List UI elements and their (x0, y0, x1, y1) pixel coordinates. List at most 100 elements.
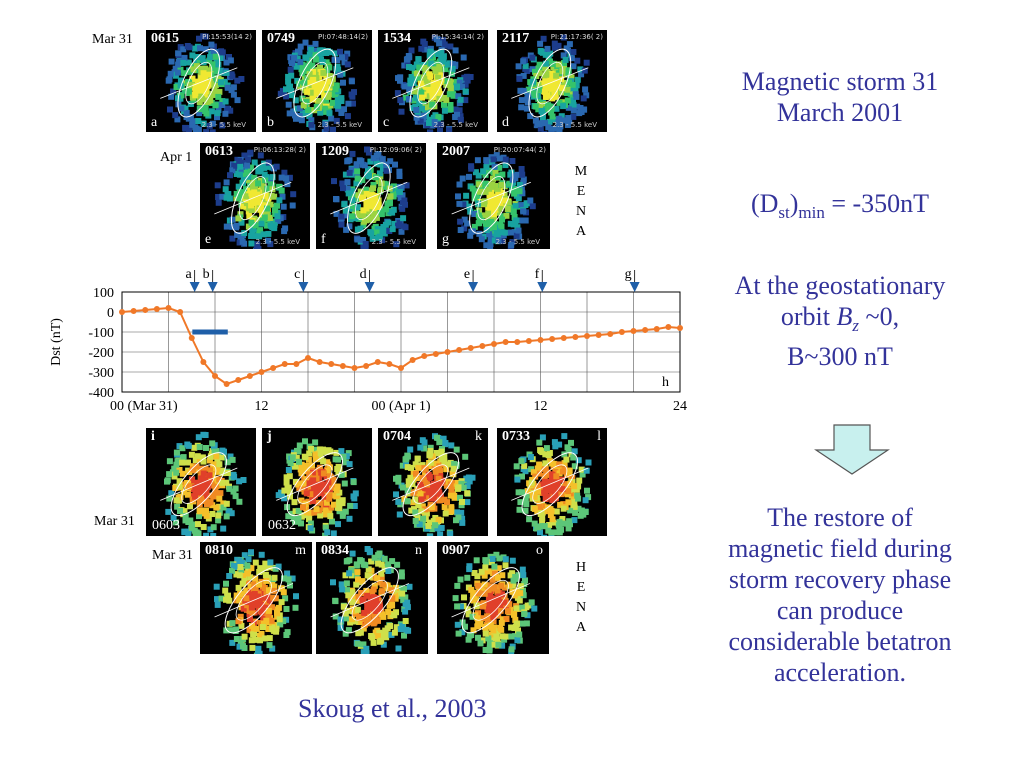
panel-energy-label: 2.3 - 5.5 keV (371, 238, 416, 246)
dst-data-point (200, 359, 207, 365)
geo-bz-symbol: B (836, 302, 853, 331)
dst-data-point (572, 334, 579, 340)
panel-energy-label: 2.3 - 5.5 keV (201, 121, 246, 129)
hena-particle-image-graphic (511, 433, 592, 536)
y-tick-label: 100 (93, 286, 114, 301)
dst-prefix: (D (750, 189, 779, 218)
dst-data-point (421, 353, 428, 359)
panel-letter-label: o (536, 543, 543, 558)
dst-data-point (293, 361, 300, 367)
geo-line2: orbit Bz ~0, (690, 301, 990, 341)
dst-data-point (618, 329, 625, 335)
hena-particle-image-graphic (275, 438, 359, 536)
y-tick-label: -100 (88, 326, 114, 341)
panel-time-label: 0733 (502, 429, 530, 444)
dst-data-point (305, 355, 311, 361)
geo-bz-subscript: z (852, 316, 860, 336)
panel-time-label: 0615 (151, 31, 179, 46)
dst-data-point (677, 325, 683, 331)
mena-letter: A (575, 224, 587, 239)
dst-data-point (235, 377, 242, 383)
dst-data-point (130, 308, 137, 314)
y-axis-label: Dst (nT) (49, 318, 64, 366)
mena-particle-image-graphic (451, 152, 536, 249)
panel-letter-label: l (597, 429, 601, 444)
x-tick-label: 00 (Mar 31) (110, 399, 178, 414)
mena-particle-image-graphic (214, 149, 297, 249)
x-tick-label: 24 (673, 399, 687, 414)
restore-line: The restore of (767, 503, 913, 532)
storm-title-line1: Magnetic storm 31 (741, 67, 939, 96)
panel-time-label: 0704 (383, 429, 411, 444)
x-tick-label: 12 (255, 399, 269, 414)
hena-vertical-label: H E N A (573, 558, 589, 638)
hena-row2-date-label: Mar 31 (152, 548, 193, 563)
event-marker-arrow-icon (189, 282, 200, 292)
dst-data-point (165, 305, 172, 311)
panel-letter-label: k (475, 429, 482, 444)
geo-line1: At the geostationary (734, 271, 946, 300)
geo-line3: B~300 nT (787, 342, 893, 372)
mena-image-panel: 2117 PI:21:17:36( 2) d 2.3 - 5.5 keV (497, 30, 607, 132)
hena-letter: A (575, 620, 587, 635)
restore-line: considerable betatron (728, 627, 952, 656)
storm-title-line2: March 2001 (776, 98, 904, 127)
dst-data-point (560, 335, 567, 341)
panel-time-label: 0810 (205, 543, 233, 558)
panel-header-text: PI:15:34:14( 2) (431, 33, 484, 41)
mena-particle-image-graphic (392, 34, 474, 132)
dst-close-paren: ) (789, 189, 799, 218)
dst-data-point (642, 327, 649, 333)
dst-data-point (188, 335, 195, 341)
panel-time-label: 2117 (502, 31, 530, 46)
event-marker-arrow-icon (468, 282, 479, 292)
geo-line2-suffix: ~0, (859, 302, 900, 331)
panel-letter-label: n (415, 543, 422, 558)
dst-data-point (595, 332, 602, 338)
hena-particle-image-graphic (213, 549, 299, 654)
panel-energy-label: 2.3 - 5.5 keV (433, 121, 478, 129)
dst-data-point (281, 361, 288, 367)
panel-header-text: PI:12:09:06( 2) (369, 146, 422, 154)
dst-data-point (177, 309, 184, 315)
hena-image-panel: 0907 o (437, 542, 549, 654)
event-marker-arrow-icon (537, 282, 548, 292)
panel-letter-label: j (267, 429, 272, 444)
geostationary-text: At the geostationary orbit Bz ~0, B~300 … (690, 270, 990, 372)
hena-image-panel: 0632 j (262, 428, 372, 536)
mena-image-panel: 1534 PI:15:34:14( 2) c 2.3 - 5.5 keV (378, 30, 488, 132)
hena-image-panel: 0603 i (146, 428, 256, 536)
dst-data-point (119, 309, 125, 315)
panel-letter-label: d (502, 115, 509, 130)
panel-time-label: 0603 (152, 518, 180, 533)
panel-energy-label: 2.3 - 5.5 keV (495, 238, 540, 246)
panel-energy-label: 2.3 - 5.5 keV (317, 121, 362, 129)
mena-particle-image-graphic (330, 146, 410, 249)
dst-subscript: st (778, 203, 790, 223)
dst-data-point (351, 365, 358, 371)
dst-value: = -350nT (824, 189, 930, 218)
x-tick-label: 12 (534, 399, 548, 414)
dst-data-point (665, 324, 672, 330)
dst-data-point (386, 361, 393, 367)
panel-time-label: 0834 (321, 543, 349, 558)
mena-letter: M (574, 164, 588, 179)
dst-data-point (142, 307, 149, 313)
event-marker-label: b (203, 267, 210, 282)
dst-data-point (270, 365, 277, 371)
event-marker-arrow-icon (364, 282, 375, 292)
dst-data-point (491, 341, 497, 347)
mena-letter: E (576, 184, 586, 199)
dst-data-point (409, 357, 416, 363)
dst-data-point (584, 333, 590, 339)
event-marker-label: d (360, 267, 367, 282)
hena-row1-date-label: Mar 31 (94, 514, 135, 529)
dst-data-point (456, 347, 463, 353)
event-marker-label: g (625, 267, 632, 282)
event-marker-label: f (535, 267, 540, 282)
storm-title: Magnetic storm 31 March 2001 (690, 66, 990, 128)
mena-particle-image-graphic (511, 34, 590, 132)
y-tick-label: -200 (88, 346, 114, 361)
event-marker-label: c (294, 267, 300, 282)
down-arrow-icon (814, 424, 890, 475)
